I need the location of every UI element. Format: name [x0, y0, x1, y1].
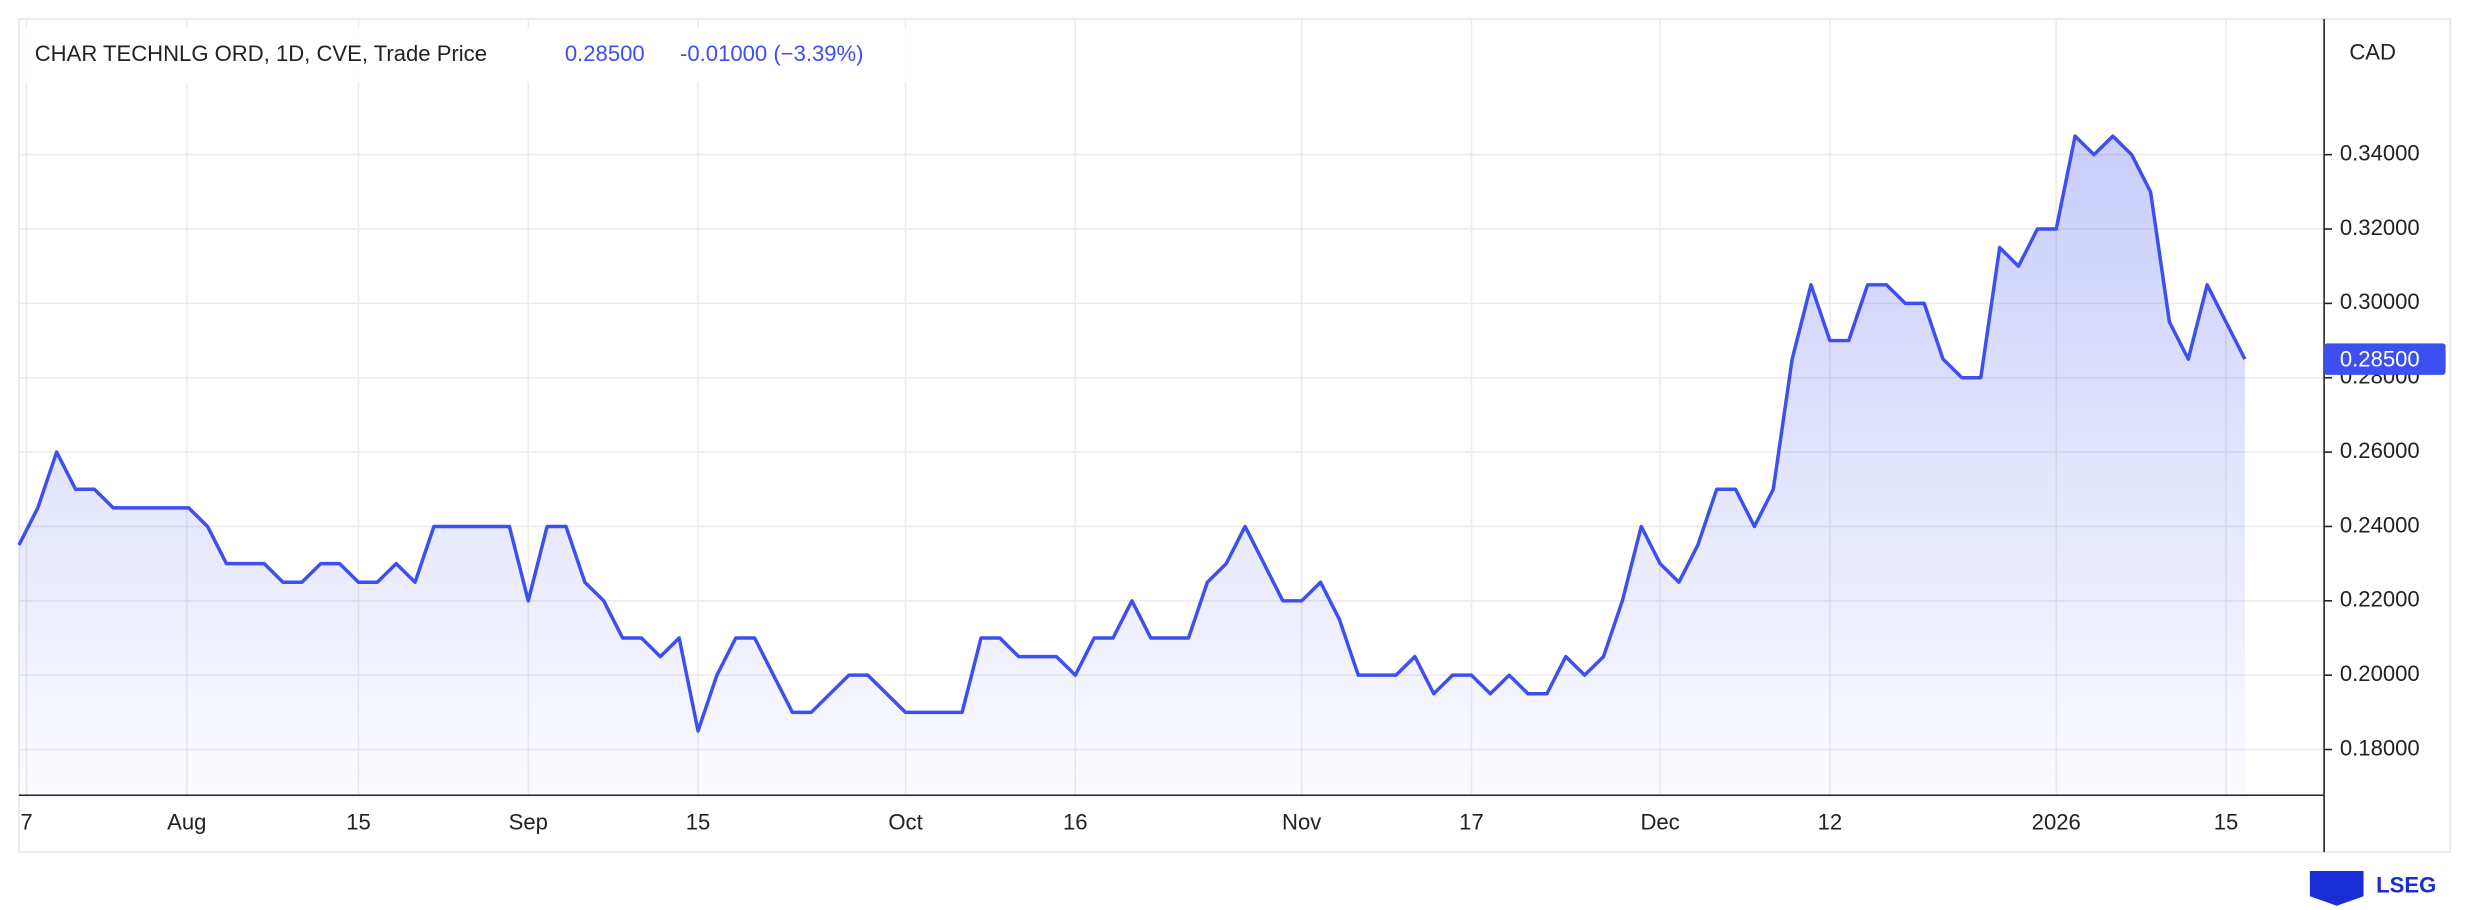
last-price: 0.28500 — [565, 41, 645, 66]
y-tick-label: 0.34000 — [2340, 141, 2420, 166]
legend-bg — [22, 28, 922, 83]
y-tick-label: 0.26000 — [2340, 438, 2420, 463]
y-tick-label: 0.32000 — [2340, 215, 2420, 240]
x-tick-label: 15 — [2214, 809, 2239, 834]
x-tick-label: Dec — [1640, 809, 1679, 834]
x-tick-label: 16 — [1063, 809, 1088, 834]
x-tick-label: Aug — [167, 809, 206, 834]
x-tick-label: Sep — [509, 809, 548, 834]
price-line — [17, 134, 2247, 733]
x-tick-label: 15 — [686, 809, 711, 834]
brand: LSEG — [2376, 873, 2436, 898]
x-tick-label: 15 — [346, 809, 371, 834]
x-tick-label: 12 — [1818, 809, 1843, 834]
area — [18, 136, 2245, 796]
last-price-tag-label: 0.28500 — [2340, 347, 2420, 372]
price-change: -0.01000 (−3.39%) — [680, 41, 864, 66]
x-tick-label: Oct — [888, 809, 922, 834]
y-tick-label: 0.24000 — [2340, 512, 2420, 537]
x-tick-label: Nov — [1282, 809, 1321, 834]
currency: CAD — [2349, 40, 2396, 65]
brand-logo — [2309, 870, 2364, 906]
x-tick-label: 7 — [20, 809, 32, 834]
chart-title: CHAR TECHNLG ORD, 1D, CVE, Trade Price — [35, 41, 487, 66]
y-tick-label: 0.30000 — [2340, 289, 2420, 314]
x-tick-label: 2026 — [2032, 809, 2081, 834]
last-price-tag — [2324, 343, 2446, 375]
y-tick-label: 0.22000 — [2340, 587, 2420, 612]
x-tick-label: 17 — [1459, 809, 1484, 834]
y-tick-label: 0.18000 — [2340, 735, 2420, 760]
frame — [18, 18, 2452, 853]
y-tick-label: 0.20000 — [2340, 661, 2420, 686]
